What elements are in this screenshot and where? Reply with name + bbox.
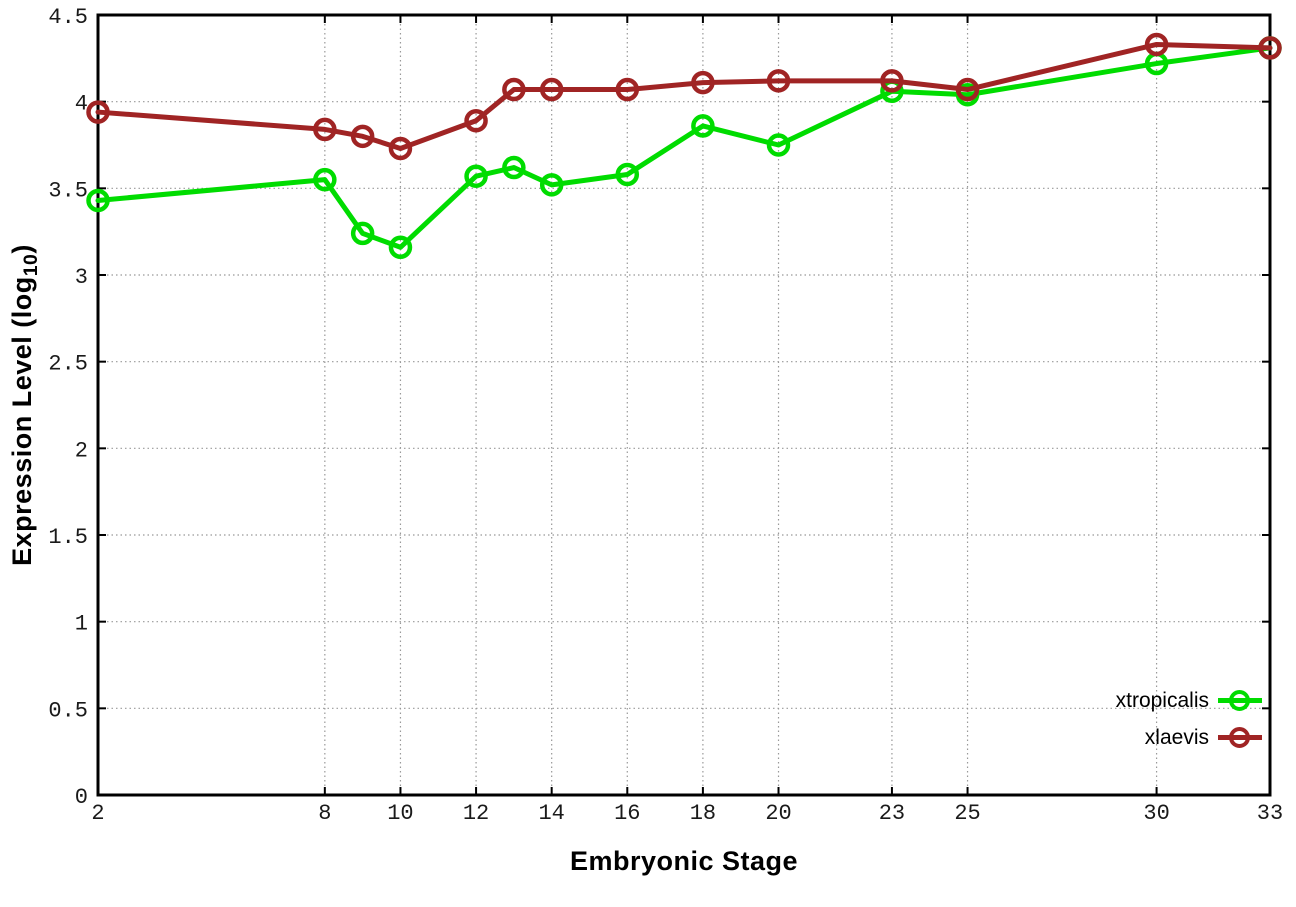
data-point-xtropicalis-stage-20 — [766, 133, 791, 157]
data-point-xlaevis-stage-13 — [502, 77, 526, 102]
x-tick-label: 18 — [690, 801, 716, 826]
data-point-xlaevis-stage-18 — [691, 70, 715, 95]
legend: xtropicalis xlaevis — [1116, 682, 1262, 756]
data-point-xtropicalis-stage-8 — [313, 167, 337, 192]
open-circle-marker-icon — [1229, 726, 1250, 748]
y-tick-label: 3.5 — [48, 178, 88, 203]
series-line-xtropicalis — [95, 45, 1273, 250]
x-tick-label: 2 — [91, 801, 104, 826]
x-tick-label: 30 — [1143, 801, 1169, 826]
data-point-xlaevis-stage-16 — [615, 77, 640, 102]
x-axis-title-text: Embryonic Stage — [569, 846, 799, 876]
y-tick-label: 4 — [75, 92, 88, 117]
data-point-xlaevis-stage-23 — [880, 69, 904, 93]
data-point-xlaevis-stage-9 — [350, 124, 375, 149]
legend-sample-xtropicalis — [1218, 689, 1262, 712]
x-tick-label: 12 — [463, 801, 489, 826]
open-circle-marker-icon — [1229, 689, 1250, 711]
legend-label-xtropicalis: xtropicalis — [1115, 688, 1209, 712]
x-tick-label: 33 — [1257, 801, 1283, 826]
data-point-xlaevis-stage-33 — [1258, 36, 1282, 60]
y-axis-title: Expression Level (log10) — [7, 244, 43, 566]
legend-entry-xtropicalis: xtropicalis — [1116, 682, 1262, 719]
data-point-xtropicalis-stage-12 — [464, 164, 488, 188]
y-axis-title-subscript: 10 — [20, 253, 43, 277]
x-axis-title: Embryonic Stage — [98, 846, 1270, 877]
data-point-xlaevis-stage-2 — [86, 100, 110, 124]
y-tick-label: 0 — [75, 785, 88, 810]
data-point-xtropicalis-stage-10 — [388, 235, 413, 260]
data-point-xtropicalis-stage-14 — [539, 173, 564, 197]
data-point-xtropicalis-stage-16 — [615, 162, 640, 187]
data-point-xlaevis-stage-8 — [313, 117, 337, 142]
plot-border — [96, 13, 1272, 797]
x-tick-label: 23 — [879, 801, 905, 826]
data-point-xlaevis-stage-10 — [388, 136, 413, 161]
y-tick-label: 0.5 — [48, 698, 88, 723]
data-point-xtropicalis-stage-13 — [502, 155, 526, 180]
x-tick-label: 25 — [954, 801, 980, 826]
data-point-xtropicalis-stage-18 — [691, 114, 715, 138]
series-line-xlaevis — [95, 41, 1273, 151]
data-point-xlaevis-stage-12 — [464, 108, 488, 133]
x-tick-label: 20 — [765, 801, 791, 826]
legend-sample-xlaevis — [1218, 726, 1262, 749]
data-point-xlaevis-stage-25 — [955, 77, 980, 102]
y-tick-label: 2 — [75, 438, 88, 463]
data-point-xlaevis-stage-30 — [1144, 32, 1169, 57]
x-tick-label: 10 — [387, 801, 413, 826]
x-tick-label: 8 — [318, 801, 331, 826]
y-axis-title-suffix: ) — [6, 244, 37, 254]
y-tick-label: 4.5 — [48, 5, 88, 30]
y-axis-title-text: Expression Level (log — [6, 276, 37, 566]
x-tick-label: 14 — [538, 801, 564, 826]
data-point-xtropicalis-stage-9 — [350, 221, 375, 246]
data-point-xlaevis-stage-20 — [766, 69, 791, 93]
data-point-xlaevis-stage-14 — [539, 77, 564, 102]
legend-label-xlaevis: xlaevis — [1144, 725, 1209, 749]
y-tick-label: 1.5 — [48, 525, 88, 550]
x-tick-label: 16 — [614, 801, 640, 826]
data-point-xtropicalis-stage-2 — [86, 188, 110, 213]
y-tick-label: 1 — [75, 612, 88, 637]
y-tick-label: 3 — [75, 265, 88, 290]
legend-entry-xlaevis: xlaevis — [1116, 719, 1262, 756]
y-tick-label: 2.5 — [48, 352, 88, 377]
